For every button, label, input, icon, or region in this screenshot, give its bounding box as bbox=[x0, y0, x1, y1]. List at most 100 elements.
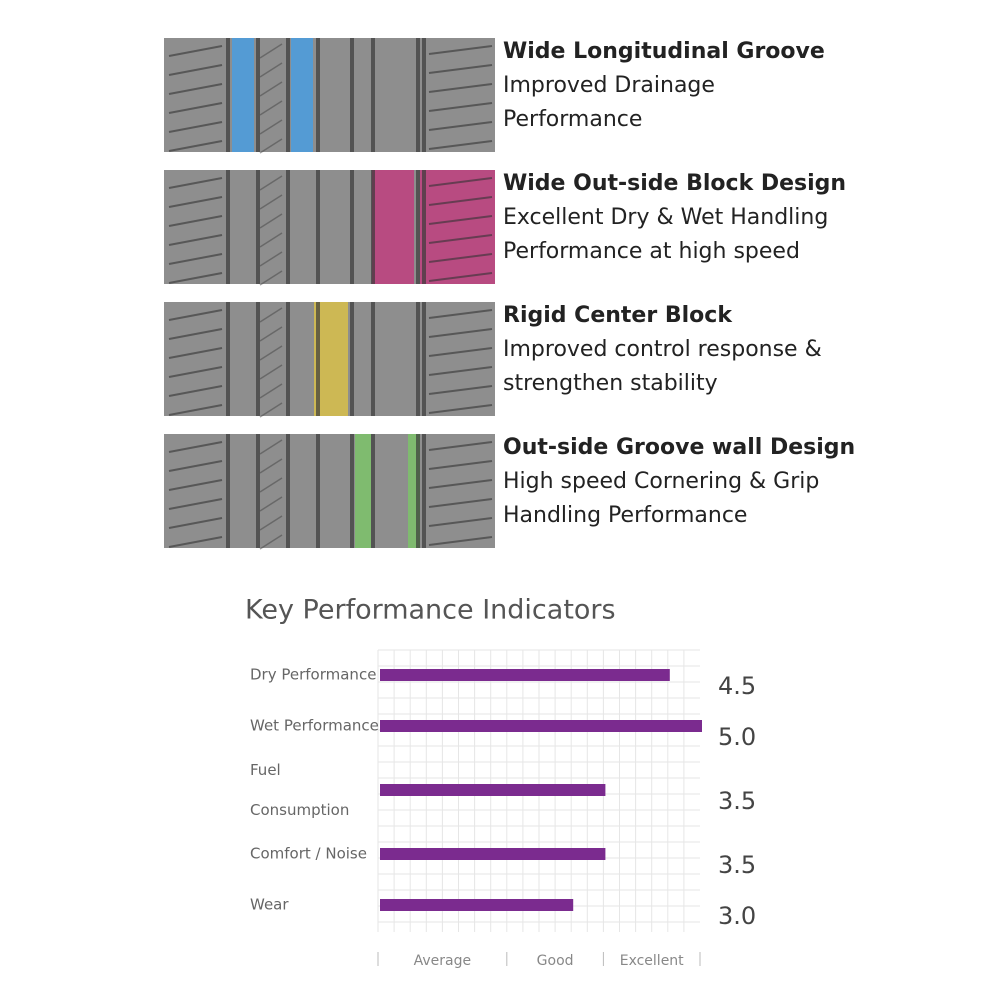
tire-sipe bbox=[428, 272, 493, 282]
tire-groove bbox=[371, 38, 375, 152]
chart-title: Key Performance Indicators bbox=[245, 595, 616, 626]
tire-sipe bbox=[168, 404, 223, 416]
tire-sipe bbox=[168, 253, 223, 265]
tire-groove bbox=[350, 434, 354, 548]
tire-sipe bbox=[428, 536, 493, 546]
tire-groove bbox=[316, 302, 320, 416]
tire-sipe bbox=[259, 43, 283, 59]
tire-highlight bbox=[420, 170, 495, 284]
tire-sipe bbox=[259, 364, 283, 380]
bar bbox=[380, 720, 702, 732]
tire-sipe bbox=[168, 460, 223, 472]
tire-groove bbox=[316, 38, 320, 152]
tire-sipe bbox=[428, 309, 493, 319]
tire-groove bbox=[422, 434, 426, 548]
feature-title: Rigid Center Block bbox=[503, 303, 732, 328]
tire-sipe bbox=[428, 83, 493, 93]
tire-sipe bbox=[168, 272, 223, 284]
value-label: 3.5 bbox=[718, 851, 756, 879]
tire-groove bbox=[256, 38, 260, 152]
tire-groove bbox=[416, 434, 420, 548]
tire-groove bbox=[226, 170, 230, 284]
tire-sipe bbox=[259, 213, 283, 229]
tire-sipe bbox=[259, 62, 283, 78]
category-label: Wet Performance bbox=[250, 717, 379, 735]
tire-image bbox=[164, 38, 495, 152]
tire-sipe bbox=[168, 347, 223, 359]
tire-groove bbox=[416, 302, 420, 416]
feature-description: High speed Cornering & Grip bbox=[503, 469, 820, 494]
band-label: Good bbox=[537, 953, 574, 969]
tire-groove bbox=[316, 434, 320, 548]
tire-sipe bbox=[168, 234, 223, 246]
band-label: Excellent bbox=[620, 953, 684, 969]
tire-sipe bbox=[428, 121, 493, 131]
tire-groove bbox=[371, 302, 375, 416]
tire-sipe bbox=[259, 383, 283, 399]
tire-sipe bbox=[428, 102, 493, 112]
tire-sipe bbox=[259, 251, 283, 267]
value-label: 3.5 bbox=[718, 787, 756, 815]
tire-groove bbox=[286, 38, 290, 152]
tire-sipe bbox=[259, 477, 283, 493]
tire-groove bbox=[226, 434, 230, 548]
tire-sipe bbox=[259, 345, 283, 361]
feature-description: Improved control response & bbox=[503, 337, 822, 362]
value-label: 4.5 bbox=[718, 672, 756, 700]
tire-sipe bbox=[259, 119, 283, 135]
tire-sipe bbox=[428, 460, 493, 470]
tire-sipe bbox=[428, 347, 493, 357]
tire-highlight bbox=[232, 38, 254, 152]
tire-sipe bbox=[168, 45, 223, 57]
tire-image bbox=[164, 434, 495, 548]
tire-sipe bbox=[428, 441, 493, 451]
value-label: 5.0 bbox=[718, 723, 756, 751]
tire-groove bbox=[256, 434, 260, 548]
tire-sipe bbox=[428, 385, 493, 395]
tire-sipe bbox=[428, 328, 493, 338]
feature-description: Performance at high speed bbox=[503, 239, 800, 264]
tire-groove bbox=[256, 302, 260, 416]
tire-sipe bbox=[168, 441, 223, 453]
tire-highlight bbox=[355, 434, 371, 548]
tire-sipe bbox=[168, 309, 223, 321]
tire-sipe bbox=[259, 270, 283, 286]
tire-sipe bbox=[428, 140, 493, 150]
tire-sipe bbox=[428, 215, 493, 225]
tire-sipe bbox=[428, 498, 493, 508]
bar bbox=[380, 899, 574, 911]
bar bbox=[380, 784, 606, 796]
chart: Key Performance Indicators Dry Performan… bbox=[245, 595, 756, 970]
bar bbox=[380, 669, 670, 681]
tire-groove bbox=[350, 170, 354, 284]
tire-sipe bbox=[428, 177, 493, 187]
feature-title: Wide Out-side Block Design bbox=[503, 171, 847, 196]
tire-sipe bbox=[168, 215, 223, 227]
tire-groove bbox=[422, 38, 426, 152]
tire-sipe bbox=[428, 366, 493, 376]
bar bbox=[380, 848, 606, 860]
tire-sipe bbox=[168, 177, 223, 189]
tire-groove bbox=[256, 170, 260, 284]
category-label: Fuel Consumption bbox=[250, 761, 349, 819]
tire-sipe bbox=[428, 64, 493, 74]
tire-sipe bbox=[259, 175, 283, 191]
tire-sipe bbox=[259, 232, 283, 248]
category-label: Wear bbox=[250, 896, 289, 914]
tire-sipe bbox=[168, 102, 223, 114]
tire-groove bbox=[350, 38, 354, 152]
tire-sipe bbox=[168, 385, 223, 397]
tire-sipe bbox=[259, 402, 283, 418]
feature-description: Handling Performance bbox=[503, 503, 748, 528]
tire-groove bbox=[422, 302, 426, 416]
tire-sipe bbox=[428, 479, 493, 489]
tire-sipe bbox=[428, 253, 493, 263]
tire-sipe bbox=[428, 234, 493, 244]
band-label: Average bbox=[414, 953, 472, 969]
tire-sipe bbox=[259, 100, 283, 116]
tire-sipe bbox=[259, 194, 283, 210]
tire-sipe bbox=[428, 196, 493, 206]
feature-description: Performance bbox=[503, 107, 643, 132]
tire-groove bbox=[422, 170, 426, 284]
